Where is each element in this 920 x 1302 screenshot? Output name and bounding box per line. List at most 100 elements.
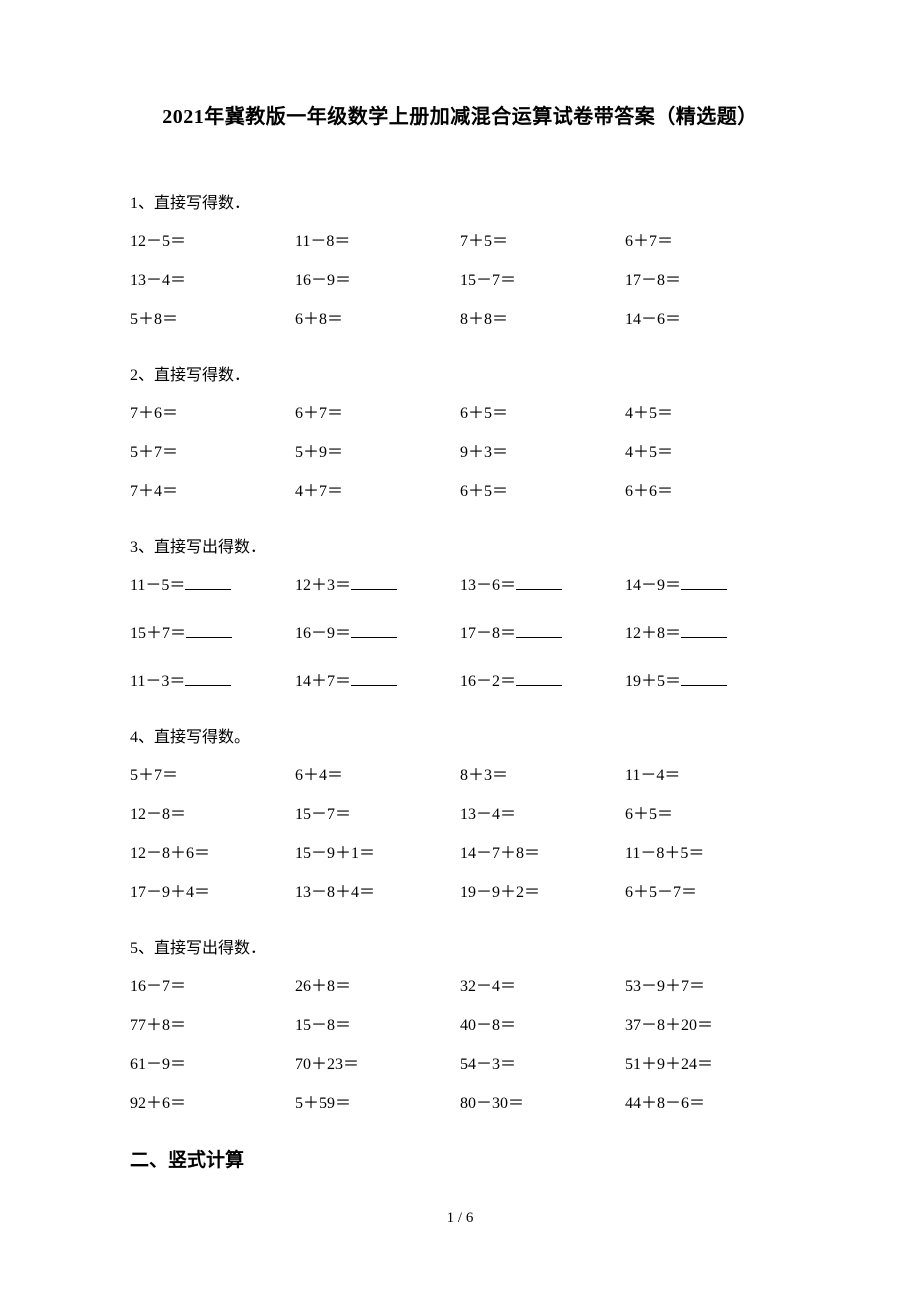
problem-text: 11－5＝ <box>130 577 185 594</box>
problem-text: 12＋3＝ <box>295 577 351 594</box>
problem-text: 4＋5＝ <box>625 405 673 422</box>
problem-cell: 17－9＋4＝ <box>130 878 295 902</box>
problem-cell: 6＋8＝ <box>295 305 460 329</box>
problem-cell: 4＋5＝ <box>625 399 790 423</box>
problem-cell: 15－7＝ <box>460 266 625 290</box>
problem-cell: 4＋5＝ <box>625 438 790 462</box>
problem-cell: 12＋8＝ <box>625 619 790 643</box>
problem-text: 15－7＝ <box>295 806 351 823</box>
problem-text: 37－8＋20＝ <box>625 1017 713 1034</box>
problem-text: 12－8＋6＝ <box>130 845 210 862</box>
problem-cell: 5＋59＝ <box>295 1089 460 1113</box>
problem-cell: 37－8＋20＝ <box>625 1011 790 1035</box>
problem-cell: 5＋7＝ <box>130 438 295 462</box>
problem-cell: 12－8＋6＝ <box>130 839 295 863</box>
problem-cell: 6＋7＝ <box>625 227 790 251</box>
answer-blank <box>516 672 562 686</box>
problem-text: 16－7＝ <box>130 978 186 995</box>
answer-blank <box>186 624 232 638</box>
problem-row: 11－5＝ 12＋3＝ 13－6＝ 14－9＝ <box>130 571 790 595</box>
problem-text: 9＋3＝ <box>460 444 508 461</box>
problem-row: 7＋4＝ 4＋7＝6＋5＝6＋6＝ <box>130 477 790 501</box>
problem-row: 12－8＋6＝15－9＋1＝14－7＋8＝11－8＋5＝ <box>130 839 790 863</box>
problem-text: 4＋5＝ <box>625 444 673 461</box>
problem-cell: 5＋8＝ <box>130 305 295 329</box>
problem-cell: 13－4＝ <box>460 800 625 824</box>
problem-text: 14－6＝ <box>625 311 681 328</box>
problem-cell: 92＋6＝ <box>130 1089 295 1113</box>
question-label: 5、直接写出得数． <box>130 934 790 958</box>
problem-cell: 14－7＋8＝ <box>460 839 625 863</box>
problem-text: 13－6＝ <box>460 577 516 594</box>
problem-cell: 54－3＝ <box>460 1050 625 1074</box>
problem-cell: 12－5＝ <box>130 227 295 251</box>
problem-text: 11－4＝ <box>625 767 680 784</box>
problem-row: 17－9＋4＝13－8＋4＝19－9＋2＝6＋5－7＝ <box>130 878 790 902</box>
problem-text: 7＋5＝ <box>460 233 508 250</box>
problem-cell: 17－8＝ <box>625 266 790 290</box>
problem-cell: 15＋7＝ <box>130 619 295 643</box>
problem-text: 17－9＋4＝ <box>130 884 210 901</box>
problem-cell: 4＋7＝ <box>295 477 460 501</box>
problem-text: 6＋6＝ <box>625 483 673 500</box>
answer-blank <box>681 672 727 686</box>
problem-text: 12－8＝ <box>130 806 186 823</box>
problem-cell: 61－9＝ <box>130 1050 295 1074</box>
problem-cell: 15－8＝ <box>295 1011 460 1035</box>
problem-text: 5＋59＝ <box>295 1095 351 1112</box>
question-label: 4、直接写得数。 <box>130 723 790 747</box>
problem-text: 19＋5＝ <box>625 673 681 690</box>
problem-cell: 6＋4＝ <box>295 761 460 785</box>
answer-blank <box>516 624 562 638</box>
problem-text: 6＋5＝ <box>460 405 508 422</box>
problem-text: 11－3＝ <box>130 673 185 690</box>
problem-text: 16－2＝ <box>460 673 516 690</box>
answer-blank <box>516 576 562 590</box>
problem-row: 7＋6＝6＋7＝6＋5＝4＋5＝ <box>130 399 790 423</box>
problem-cell: 16－9＝ <box>295 619 460 643</box>
problem-cell: 19－9＋2＝ <box>460 878 625 902</box>
problem-cell: 7＋4＝ <box>130 477 295 501</box>
question-label: 1、直接写得数． <box>130 189 790 213</box>
question-label: 3、直接写出得数． <box>130 533 790 557</box>
problem-text: 77＋8＝ <box>130 1017 186 1034</box>
question-label: 2、直接写得数． <box>130 361 790 385</box>
problem-cell: 19＋5＝ <box>625 667 790 691</box>
problem-text: 16－9＝ <box>295 625 351 642</box>
problem-cell: 70＋23＝ <box>295 1050 460 1074</box>
problem-text: 14－7＋8＝ <box>460 845 540 862</box>
problem-text: 14＋7＝ <box>295 673 351 690</box>
problem-text: 6＋8＝ <box>295 311 343 328</box>
problem-cell: 6＋5＝ <box>460 399 625 423</box>
problem-text: 6＋5＝ <box>625 806 673 823</box>
problem-text: 5＋7＝ <box>130 767 178 784</box>
problem-cell: 17－8＝ <box>460 619 625 643</box>
answer-blank <box>185 672 231 686</box>
problem-row: 16－7＝26＋8＝32－4＝53－9＋7＝ <box>130 972 790 996</box>
problem-text: 51＋9＋24＝ <box>625 1056 713 1073</box>
problem-cell: 12＋3＝ <box>295 571 460 595</box>
problem-text: 6＋7＝ <box>625 233 673 250</box>
problem-cell: 40－8＝ <box>460 1011 625 1035</box>
problem-cell: 8＋3＝ <box>460 761 625 785</box>
problem-text: 14－9＝ <box>625 577 681 594</box>
answer-blank <box>351 672 397 686</box>
problem-cell: 7＋6＝ <box>130 399 295 423</box>
problem-text: 92＋6＝ <box>130 1095 186 1112</box>
problem-grid: 11－5＝ 12＋3＝ 13－6＝ 14－9＝ 15＋7＝ 16－9＝ 17－8＝12＋8＝… <box>130 571 790 691</box>
problem-text: 15＋7＝ <box>130 625 186 642</box>
page-number: 1 / 6 <box>130 1210 790 1227</box>
problem-text: 7＋4＝ <box>130 483 178 500</box>
problem-cell: 14＋7＝ <box>295 667 460 691</box>
problem-cell: 6＋5＝ <box>460 477 625 501</box>
problem-row: 5＋7＝5＋9＝9＋3＝4＋5＝ <box>130 438 790 462</box>
problem-cell: 26＋8＝ <box>295 972 460 996</box>
problem-text: 17－8＝ <box>625 272 681 289</box>
problem-text: 32－4＝ <box>460 978 516 995</box>
problem-cell: 5＋7＝ <box>130 761 295 785</box>
problem-row: 61－9＝70＋23＝54－3＝51＋9＋24＝ <box>130 1050 790 1074</box>
problem-cell: 15－9＋1＝ <box>295 839 460 863</box>
answer-blank <box>351 576 397 590</box>
problem-cell: 15－7＝ <box>295 800 460 824</box>
problem-text: 15－9＋1＝ <box>295 845 375 862</box>
